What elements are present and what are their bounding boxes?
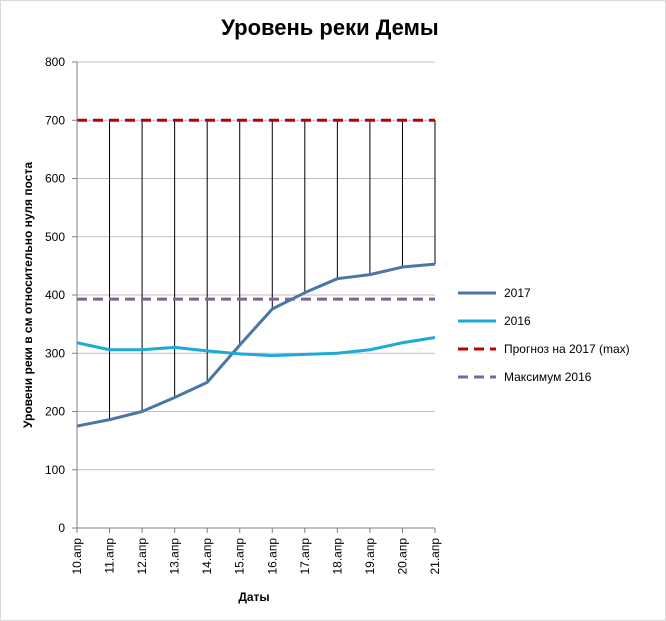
legend-label: Прогноз на 2017 (max): [504, 342, 630, 356]
x-tick-label: 20.апр: [395, 538, 409, 575]
x-tick-label: 19.апр: [363, 538, 377, 575]
y-tick-label: 400: [45, 288, 65, 302]
y-axis-title: Уровени реки в см относительно нуля пост…: [21, 162, 35, 428]
y-tick-label: 100: [45, 463, 65, 477]
x-tick-label: 17.апр: [298, 538, 312, 575]
x-tick-label: 18.апр: [330, 538, 344, 575]
y-tick-label: 600: [45, 172, 65, 186]
series-line-2017: [76, 262, 436, 428]
x-tick-label: 15.апр: [233, 538, 247, 575]
axis-layer: 0 100 200 300 400 500 600 700 800 10.апр 11.апр 12.…: [45, 55, 442, 575]
legend-label: 2017: [504, 286, 531, 300]
chart-title: Уровень реки Демы: [221, 15, 438, 40]
x-tick-label: 16.апр: [265, 538, 279, 575]
grid-layer: [77, 61, 435, 471]
legend: 2017 2016 Прогноз на 2017 (max) Максимум 20…: [458, 286, 630, 384]
x-axis-title: Даты: [238, 590, 269, 604]
y-tick-label: 0: [58, 521, 65, 535]
x-tick-label: 10.апр: [70, 538, 84, 575]
legend-label: Максимум 2016: [504, 370, 592, 384]
series-line-2016: [76, 336, 436, 358]
y-tick-label: 200: [45, 405, 65, 419]
y-tick-label: 500: [45, 230, 65, 244]
x-tick-label: 11.апр: [103, 538, 117, 574]
legend-label: 2016: [504, 314, 531, 328]
x-tick-label: 21.апр: [428, 538, 442, 575]
series-layer: [76, 118, 436, 428]
x-tick-label: 13.апр: [168, 538, 182, 575]
y-tick-label: 300: [45, 346, 65, 360]
y-tick-label: 800: [45, 55, 65, 69]
y-tick-label: 700: [45, 113, 65, 127]
x-tick-label: 12.апр: [135, 538, 149, 575]
x-tick-label: 14.апр: [200, 538, 214, 575]
